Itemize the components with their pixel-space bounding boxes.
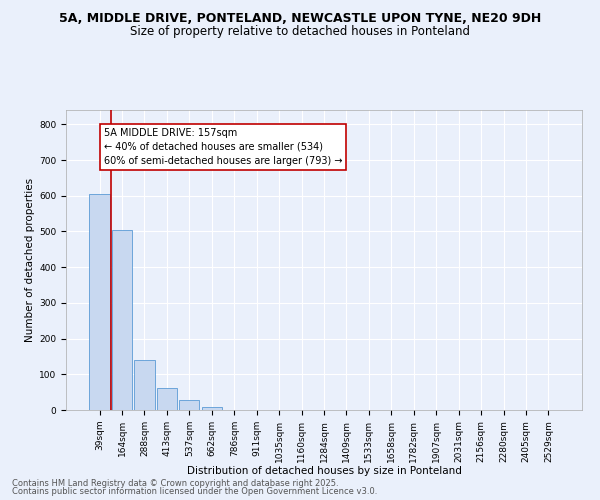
Bar xyxy=(179,400,199,410)
Text: 5A MIDDLE DRIVE: 157sqm
← 40% of detached houses are smaller (534)
60% of semi-d: 5A MIDDLE DRIVE: 157sqm ← 40% of detache… xyxy=(104,128,342,166)
Text: Contains public sector information licensed under the Open Government Licence v3: Contains public sector information licen… xyxy=(12,487,377,496)
Text: Contains HM Land Registry data © Crown copyright and database right 2025.: Contains HM Land Registry data © Crown c… xyxy=(12,478,338,488)
Bar xyxy=(202,407,222,410)
X-axis label: Distribution of detached houses by size in Ponteland: Distribution of detached houses by size … xyxy=(187,466,461,476)
Bar xyxy=(134,360,155,410)
Bar xyxy=(157,388,177,410)
Text: Size of property relative to detached houses in Ponteland: Size of property relative to detached ho… xyxy=(130,25,470,38)
Text: 5A, MIDDLE DRIVE, PONTELAND, NEWCASTLE UPON TYNE, NE20 9DH: 5A, MIDDLE DRIVE, PONTELAND, NEWCASTLE U… xyxy=(59,12,541,26)
Bar xyxy=(112,230,132,410)
Y-axis label: Number of detached properties: Number of detached properties xyxy=(25,178,35,342)
Bar xyxy=(89,194,110,410)
